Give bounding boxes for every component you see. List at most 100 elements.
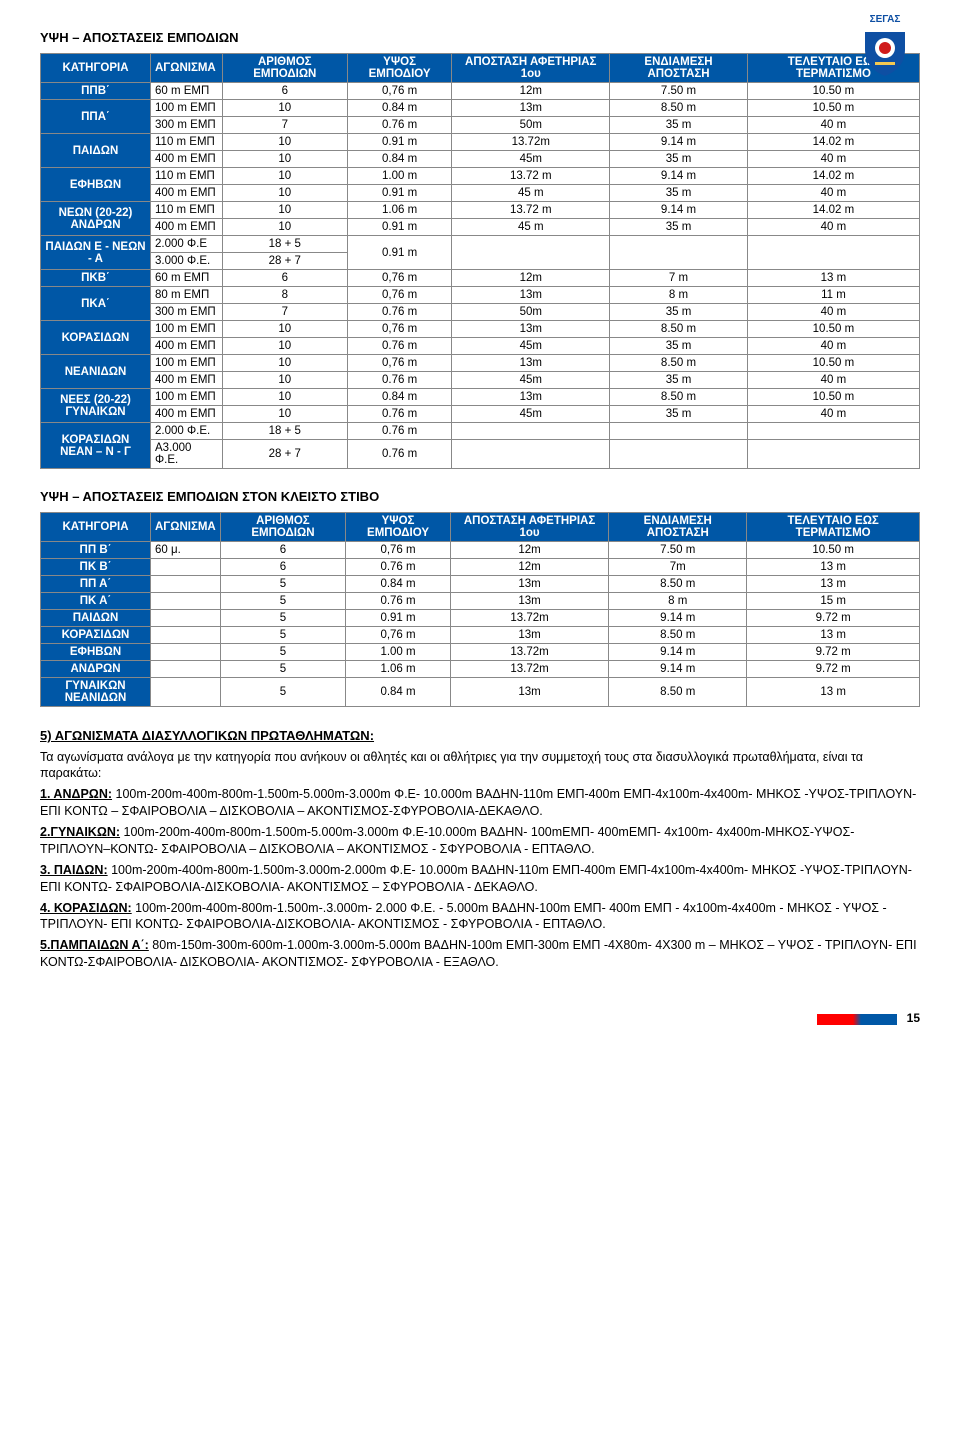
cell: 8.50 m — [610, 389, 748, 406]
cell: 0.76 m — [347, 304, 452, 321]
cell: 0.91 m — [347, 236, 452, 270]
cell: 6 — [220, 542, 345, 559]
cell: 14.02 m — [747, 134, 919, 151]
cell: ΚΟΡΑΣΙΔΩΝ — [41, 627, 151, 644]
cell: 11 m — [747, 287, 919, 304]
cell: 9.72 m — [747, 610, 920, 627]
cell: 45m — [452, 338, 610, 355]
cell: 40 m — [747, 151, 919, 168]
cell — [151, 661, 221, 678]
cell: 0.84 m — [347, 151, 452, 168]
cell: 2.000 Φ.Ε. — [151, 423, 223, 440]
table-row: ΠΑΙΔΩΝ110 m ΕΜΠ100.91 m13.72m9.14 m14.02… — [41, 134, 920, 151]
cell: 3.000 Φ.Ε. — [151, 253, 223, 270]
cell: 35 m — [610, 406, 748, 423]
table-row: ΑΝΔΡΩΝ51.06 m13.72m9.14 m9.72 m — [41, 661, 920, 678]
cell: 110 m ΕΜΠ — [151, 168, 223, 185]
cell: 0,76 m — [346, 542, 451, 559]
cell: 13m — [452, 321, 610, 338]
table-row: Α3.000 Φ.Ε.28 + 70.76 m — [41, 440, 920, 469]
category-text: 100m-200m-400m-800m-1.500m-.3.000m- 2.00… — [40, 901, 887, 932]
cell: 10 — [222, 321, 347, 338]
category-cell: ΝΕΕΣ (20-22) ΓΥΝΑΙΚΩΝ — [41, 389, 151, 423]
table-row: 400 m ΕΜΠ100.76 m45m35 m40 m — [41, 372, 920, 389]
category-label: 4. ΚΟΡΑΣΙΔΩΝ: — [40, 901, 132, 915]
cell: ΠΚ Α΄ — [41, 593, 151, 610]
category-text: 100m-200m-400m-800m-1.500m-3.000m-2.000m… — [40, 863, 912, 894]
cell: 0.76 m — [347, 372, 452, 389]
cell — [151, 627, 221, 644]
table-row: ΝΕΑΝΙΔΩΝ100 m ΕΜΠ100,76 m13m8.50 m10.50 … — [41, 355, 920, 372]
cell: 10 — [222, 151, 347, 168]
cell: 13 m — [747, 627, 920, 644]
cell: 10.50 m — [747, 321, 919, 338]
cell: 28 + 7 — [222, 253, 347, 270]
cell: 10.50 m — [747, 100, 919, 117]
cell: ΠΠ Α΄ — [41, 576, 151, 593]
category-cell: ΝΕΩΝ (20-22) ΑΝΔΡΩΝ — [41, 202, 151, 236]
cell: 7 — [222, 117, 347, 134]
category-cell: ΝΕΑΝΙΔΩΝ — [41, 355, 151, 389]
cell: 9.72 m — [747, 661, 920, 678]
cell: 60 m ΕΜΠ — [151, 270, 223, 287]
cell: 400 m ΕΜΠ — [151, 219, 223, 236]
col-header: ΥΨΟΣ ΕΜΠΟΔΙΟΥ — [346, 513, 451, 542]
cell: 300 m ΕΜΠ — [151, 117, 223, 134]
col-header: ΚΑΤΗΓΟΡΙΑ — [41, 54, 151, 83]
table-row: 300 m ΕΜΠ70.76 m50m35 m40 m — [41, 117, 920, 134]
category-cell: ΠΠΑ΄ — [41, 100, 151, 134]
cell: 1.06 m — [346, 661, 451, 678]
cell: 13m — [450, 593, 608, 610]
cell: 5 — [220, 576, 345, 593]
cell: 0,76 m — [347, 355, 452, 372]
cell: 0.76 m — [347, 406, 452, 423]
cell: ΓΥΝΑΙΚΩΝ ΝΕΑΝΙΔΩΝ — [41, 678, 151, 707]
cell: 10 — [222, 168, 347, 185]
cell: 13m — [452, 287, 610, 304]
table-row: ΠΠ Β΄60 μ.60,76 m12m7.50 m10.50 m — [41, 542, 920, 559]
cell: 110 m ΕΜΠ — [151, 202, 223, 219]
category-label: 3. ΠΑΙΔΩΝ: — [40, 863, 108, 877]
cell: 5 — [220, 644, 345, 661]
table-row: ΕΦΗΒΩΝ51.00 m13.72m9.14 m9.72 m — [41, 644, 920, 661]
cell: 100 m ΕΜΠ — [151, 100, 223, 117]
cell: 0.76 m — [347, 440, 452, 469]
table-row: 400 m ΕΜΠ100.91 m45 m35 m40 m — [41, 219, 920, 236]
cell: 15 m — [747, 593, 920, 610]
cell: 100 m ΕΜΠ — [151, 355, 223, 372]
cell: 5 — [220, 610, 345, 627]
cell: 0.76 m — [346, 559, 451, 576]
cell: 400 m ΕΜΠ — [151, 185, 223, 202]
cell: 10 — [222, 100, 347, 117]
col-header: ΤΕΛΕΥΤΑΙΟ ΕΩΣ ΤΕΡΜΑΤΙΣΜΟ — [747, 513, 920, 542]
cell: 9.14 m — [610, 168, 748, 185]
cell — [151, 559, 221, 576]
category-cell: ΠΚΒ΄ — [41, 270, 151, 287]
category-paragraph: 4. ΚΟΡΑΣΙΔΩΝ: 100m-200m-400m-800m-1.500m… — [40, 900, 920, 934]
col-header: ΕΝΔΙΑΜΕΣΗ ΑΠΟΣΤΑΣΗ — [609, 513, 747, 542]
cell: 13.72 m — [452, 168, 610, 185]
cell: 10 — [222, 406, 347, 423]
table-row: ΠΚ Α΄50.76 m13m8 m15 m — [41, 593, 920, 610]
col-header: ΑΡΙΘΜΟΣ ΕΜΠΟΔΙΩΝ — [222, 54, 347, 83]
cell: 1.00 m — [347, 168, 452, 185]
cell: 7.50 m — [609, 542, 747, 559]
cell — [452, 423, 610, 440]
category-cell: ΚΟΡΑΣΙΔΩΝ — [41, 321, 151, 355]
category-text: 80m-150m-300m-600m-1.000m-3.000m-5.000m … — [40, 938, 917, 969]
table-row: ΚΟΡΑΣΙΔΩΝ100 m ΕΜΠ100,76 m13m8.50 m10.50… — [41, 321, 920, 338]
table-row: ΠΑΙΔΩΝ Ε - ΝΕΩΝ - Α2.000 Φ.Ε18 + 50.91 m — [41, 236, 920, 253]
cell: 35 m — [610, 219, 748, 236]
cell: 13m — [452, 389, 610, 406]
cell: 8.50 m — [610, 321, 748, 338]
cell: 10 — [222, 219, 347, 236]
cell: 13m — [450, 678, 608, 707]
cell: 10 — [222, 134, 347, 151]
cell: 400 m ΕΜΠ — [151, 406, 223, 423]
cell: 9.14 m — [609, 610, 747, 627]
table-row: ΓΥΝΑΙΚΩΝ ΝΕΑΝΙΔΩΝ50.84 m13m8.50 m13 m — [41, 678, 920, 707]
cell: 0.91 m — [347, 219, 452, 236]
category-cell: ΚΟΡΑΣΙΔΩΝ ΝΕΑΝ – Ν - Γ — [41, 423, 151, 469]
cell: 40 m — [747, 304, 919, 321]
cell: 13m — [452, 355, 610, 372]
